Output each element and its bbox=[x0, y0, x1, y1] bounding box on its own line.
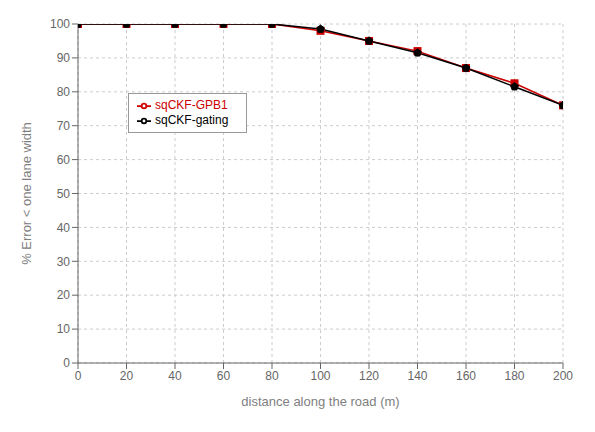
svg-text:60: 60 bbox=[57, 153, 71, 167]
svg-text:100: 100 bbox=[310, 369, 330, 383]
svg-text:20: 20 bbox=[57, 288, 71, 302]
svg-text:0: 0 bbox=[75, 369, 82, 383]
svg-text:60: 60 bbox=[217, 369, 231, 383]
svg-text:70: 70 bbox=[57, 119, 71, 133]
svg-text:80: 80 bbox=[265, 369, 279, 383]
svg-text:100: 100 bbox=[50, 17, 70, 31]
svg-text:20: 20 bbox=[120, 369, 134, 383]
svg-text:180: 180 bbox=[504, 369, 524, 383]
html-text:sqCKF-gating: sqCKF-gating bbox=[155, 112, 229, 127]
svg-text:% Error < one lane width: % Error < one lane width bbox=[19, 122, 34, 265]
html-text:sqCKF-GPB1: sqCKF-GPB1 bbox=[155, 98, 228, 112]
svg-text:80: 80 bbox=[57, 85, 71, 99]
svg-text:0: 0 bbox=[63, 356, 70, 370]
svg-text:120: 120 bbox=[359, 369, 379, 383]
svg-text:50: 50 bbox=[57, 187, 71, 201]
svg-text:200: 200 bbox=[553, 369, 573, 383]
svg-text:30: 30 bbox=[57, 255, 71, 269]
svg-text:160: 160 bbox=[456, 369, 476, 383]
svg-text:40: 40 bbox=[57, 221, 71, 235]
svg-text:140: 140 bbox=[407, 369, 427, 383]
svg-text:distance along the road (m): distance along the road (m) bbox=[241, 394, 399, 409]
svg-text:40: 40 bbox=[168, 369, 182, 383]
svg-text:90: 90 bbox=[57, 51, 71, 65]
svg-text:10: 10 bbox=[57, 322, 71, 336]
